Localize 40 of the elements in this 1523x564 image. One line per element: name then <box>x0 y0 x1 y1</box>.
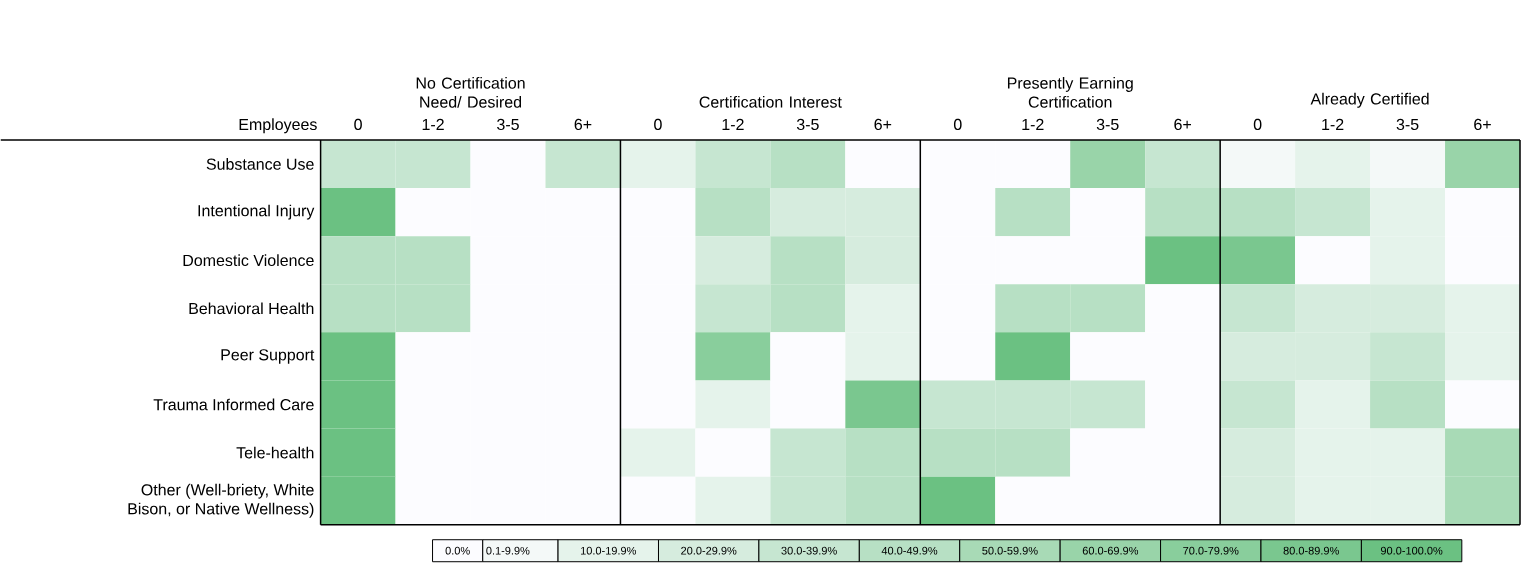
text: No Certification Need/ Desired <box>416 77 525 108</box>
y-tick-label: Other (Well-briety, White Bison, or Native Wellness) <box>128 483 314 518</box>
x-tick-label: 6+ <box>574 118 592 131</box>
color-bar-label: 50.0-59.9% <box>982 546 1038 555</box>
y-tick-label: Domestic Violence <box>183 254 314 267</box>
color-bar-label: 80.0-89.9% <box>1283 546 1339 555</box>
y-tick-label: Behavioral Health <box>189 302 314 315</box>
x-tick-label: 3-5 <box>1096 118 1119 131</box>
x-tick-label: 3-5 <box>1396 118 1419 131</box>
y-tick-label: Substance Use <box>206 158 314 170</box>
y-tick-label: Trauma Informed Care <box>153 398 314 411</box>
color-bar-label: 60.0-69.9% <box>1082 546 1139 555</box>
x-tick-label: 1-2 <box>722 118 744 131</box>
y-tick-label: Tele-health <box>236 446 314 459</box>
x-tick-label: 6+ <box>1474 118 1491 131</box>
x-tick-label: 0 <box>953 118 962 131</box>
color-bar-label: 70.0-79.9% <box>1183 546 1239 555</box>
x-tick-label: 3-5 <box>497 118 519 131</box>
color-bar-label: 90.0-100.0% <box>1380 546 1443 555</box>
x-tick-label: 1-2 <box>1022 118 1044 131</box>
color-bar-label: 0.0% <box>445 546 470 555</box>
color-bar-label: 30.0-39.9% <box>781 546 837 555</box>
y-tick-label: Intentional Injury <box>198 204 315 220</box>
x-axis-title: Employees <box>239 118 317 134</box>
x-tick-label: 6+ <box>874 118 892 131</box>
x-tick-label: 3-5 <box>796 118 819 131</box>
text: Presently Earning Certification <box>1007 77 1133 108</box>
x-tick-label: 6+ <box>1174 118 1191 131</box>
text: Already Certified <box>1310 92 1429 108</box>
color-bar-label: 10.0-19.9% <box>580 546 636 555</box>
text: Certification Interest <box>699 96 842 108</box>
x-tick-label: 0 <box>654 118 662 131</box>
x-tick-label: 1-2 <box>422 118 444 131</box>
color-bar-label: 0.1-9.9% <box>486 546 530 555</box>
y-tick-label: Peer Support <box>221 349 315 364</box>
x-tick-label: 0 <box>354 118 362 131</box>
color-bar-label: 40.0-49.9% <box>881 546 938 555</box>
x-tick-label: 0 <box>1253 118 1262 131</box>
x-tick-label: 1-2 <box>1322 118 1344 131</box>
color-bar-label: 20.0-29.9% <box>681 546 737 555</box>
